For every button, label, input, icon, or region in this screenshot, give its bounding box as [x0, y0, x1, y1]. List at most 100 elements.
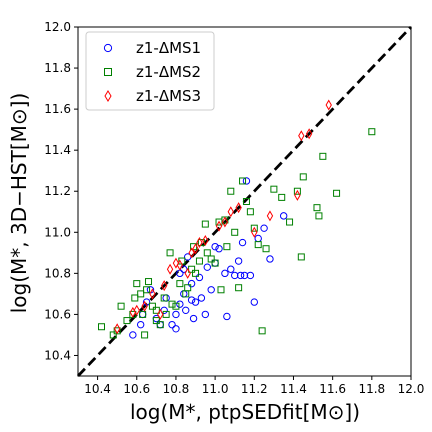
data-point-series-2 — [217, 286, 225, 294]
legend-label-series-2: z1-ΔMS2 — [136, 63, 201, 81]
data-point-series-2 — [293, 187, 301, 195]
data-point-series-2 — [201, 220, 209, 228]
data-point-series-3 — [298, 130, 305, 142]
y-tick-label: 10.8 — [44, 266, 71, 280]
data-point-series-1 — [211, 242, 219, 251]
data-point-series-3 — [325, 99, 332, 111]
data-point-series-2 — [166, 249, 174, 257]
plot-frame — [77, 26, 412, 377]
data-point-series-2 — [203, 249, 211, 257]
legend: z1-ΔMS1 z1-ΔMS2 z1-ΔMS3 — [85, 31, 215, 111]
data-point-series-3 — [235, 202, 242, 214]
data-point-series-3 — [188, 247, 195, 259]
data-point-series-1 — [182, 306, 190, 315]
legend-label-series-1: z1-ΔMS1 — [136, 39, 201, 57]
data-point-series-2 — [188, 265, 196, 273]
x-tick-label: 11.6 — [319, 382, 346, 396]
data-point-series-2 — [133, 280, 141, 288]
data-point-series-2 — [152, 306, 160, 314]
data-point-series-2 — [137, 290, 145, 298]
data-point-series-2 — [368, 128, 376, 136]
data-point-series-1 — [279, 212, 288, 220]
data-point-series-2 — [239, 177, 247, 185]
data-point-series-2 — [98, 323, 106, 331]
x-axis-label: log(M*, ptpSEDfit[M⊙]) — [130, 400, 360, 424]
data-point-series-2 — [176, 280, 184, 288]
data-point-series-2 — [235, 284, 243, 292]
data-point-series-2 — [286, 218, 294, 226]
y-tick-label: 11.4 — [44, 143, 71, 157]
data-point-series-3 — [192, 243, 199, 255]
x-axis-ticks: 10.4 10.6 10.8 11.0 11.2 11.4 11.6 11.8 12.0 — [84, 376, 424, 396]
data-point-series-3 — [161, 280, 168, 292]
data-point-series-2 — [254, 241, 262, 249]
data-point-series-2 — [227, 187, 235, 195]
data-point-series-2 — [109, 331, 117, 339]
data-point-series-1 — [168, 320, 176, 329]
data-point-series-1 — [238, 238, 247, 247]
data-point-series-2 — [242, 198, 250, 205]
data-point-series-1 — [172, 310, 180, 319]
data-point-series-2 — [160, 294, 168, 302]
data-point-series-1 — [136, 320, 145, 329]
y-tick-label: 11.8 — [44, 61, 71, 75]
data-point-series-3 — [176, 259, 184, 271]
data-point-series-1 — [240, 271, 249, 280]
data-point-series-2 — [207, 255, 215, 263]
data-points — [98, 99, 376, 339]
y-axis-ticks: 10.4 10.6 10.8 11.0 11.2 11.4 11.6 11.8 12.0 — [44, 20, 78, 362]
data-point-series-2 — [168, 300, 176, 308]
data-point-series-2 — [313, 204, 321, 212]
data-point-series-1 — [215, 245, 223, 253]
x-tick-label: 10.8 — [163, 382, 190, 396]
data-point-series-1 — [191, 298, 200, 306]
legend-marker-diamond-icon — [104, 90, 112, 102]
data-point-series-2 — [152, 317, 160, 325]
data-point-series-1 — [197, 294, 206, 302]
x-tick-label: 11.4 — [280, 382, 307, 396]
x-tick-label: 10.6 — [123, 382, 150, 396]
data-point-series-3 — [294, 189, 301, 201]
data-point-series-1 — [172, 325, 180, 333]
data-point-series-1 — [203, 263, 211, 271]
data-point-series-1 — [231, 271, 239, 280]
data-point-series-3 — [149, 288, 156, 300]
legend-label-series-3: z1-ΔMS3 — [136, 87, 201, 105]
data-point-series-1 — [246, 271, 255, 280]
y-tick-label: 10.6 — [44, 307, 71, 321]
x-tick-label: 11.0 — [202, 382, 229, 396]
y-tick-label: 12.0 — [44, 20, 71, 34]
data-point-series-1 — [221, 269, 229, 278]
x-tick-label: 11.2 — [241, 382, 268, 396]
data-point-series-2 — [270, 185, 278, 193]
data-point-series-2 — [250, 224, 258, 232]
data-point-series-1 — [227, 265, 235, 273]
data-point-series-3 — [266, 210, 274, 222]
data-point-series-1 — [195, 273, 204, 282]
data-point-series-3 — [166, 263, 174, 275]
data-point-series-3 — [113, 323, 121, 335]
data-point-series-1 — [266, 255, 274, 263]
data-point-series-1 — [223, 312, 231, 321]
data-point-series-3 — [157, 308, 164, 320]
data-point-series-3 — [221, 216, 229, 228]
data-point-series-2 — [297, 253, 305, 261]
data-point-series-2 — [143, 286, 151, 294]
y-tick-label: 10.4 — [44, 348, 71, 362]
data-point-series-2 — [262, 245, 270, 253]
data-point-series-1 — [189, 314, 198, 323]
data-point-series-1 — [250, 298, 258, 306]
data-point-series-1 — [201, 310, 210, 319]
data-point-series-2 — [117, 302, 125, 310]
data-point-series-3 — [196, 237, 203, 249]
data-point-series-2 — [172, 302, 180, 310]
data-point-series-2 — [299, 173, 307, 181]
data-point-series-2 — [246, 208, 254, 216]
data-point-series-2 — [278, 193, 286, 201]
data-point-series-3 — [227, 206, 234, 218]
data-point-series-2 — [319, 152, 327, 160]
data-point-series-1 — [260, 224, 268, 232]
data-point-series-2 — [131, 294, 139, 302]
data-point-series-1 — [176, 300, 184, 308]
